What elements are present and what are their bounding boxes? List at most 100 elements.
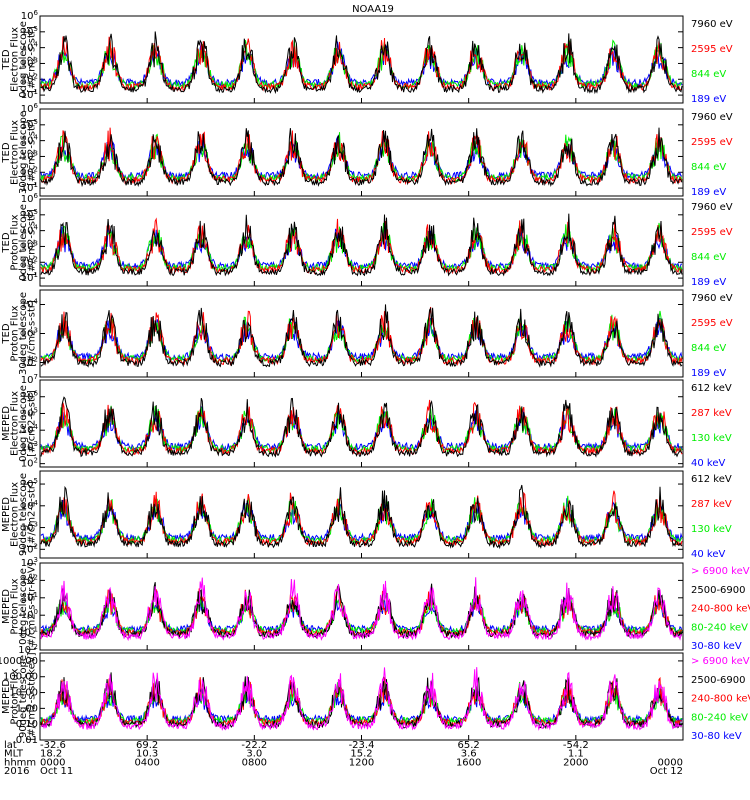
y-axis-label: Electron Flux [10, 120, 21, 185]
footer-value: 3.6 [461, 749, 477, 760]
series-line [40, 31, 683, 95]
y-axis-label: 0deg telescope [18, 385, 29, 462]
legend-entry: 80-240 keV [691, 622, 748, 633]
legend-entry: 287 keV [691, 499, 732, 510]
y-axis-label: TED [1, 49, 12, 70]
footer-value: 65.2 [458, 740, 480, 751]
legend-entry: 30-80 keV [691, 641, 742, 652]
y-axis-label: MEPED [1, 406, 12, 441]
y-axis-label: [#/cm2-s-str] [27, 209, 38, 276]
series-line [40, 127, 683, 188]
footer-value: 1600 [456, 757, 481, 768]
series-line [40, 224, 682, 271]
legend-entry: 7960 eV [691, 112, 733, 123]
series-line [40, 672, 683, 730]
y-axis-label: MEPED [1, 589, 12, 624]
y-axis-label: [#/cm2-s-str-keV] [27, 652, 38, 740]
legend-entry: 2500-6900 [691, 585, 746, 596]
series-line [40, 41, 683, 88]
footer-value: 0800 [242, 757, 267, 768]
y-axis-label: Proton Flux [10, 668, 21, 724]
y-axis-label: Proton Flux [10, 214, 21, 270]
legend-entry: 189 eV [691, 94, 726, 105]
series-line [40, 396, 683, 458]
footer-value: -22.2 [241, 740, 267, 751]
legend-entry: 7960 eV [691, 293, 733, 304]
series-line [40, 498, 683, 543]
legend-entry: 844 eV [691, 69, 726, 80]
footer-row-label: MLT [4, 749, 24, 760]
legend-entry: 240-800 keV [691, 694, 750, 705]
y-tick-label: 10.00 [9, 688, 38, 699]
legend-entry: 7960 eV [691, 19, 733, 30]
legend-entry: 130 keV [691, 433, 732, 444]
legend-entry: 130 keV [691, 524, 732, 535]
y-axis-label: [#/cm2-s-str] [27, 390, 38, 457]
y-axis-label: [#/cm2-s-str] [27, 119, 38, 186]
y-axis-label: 30deg telescope [18, 111, 29, 194]
legend-entry: > 6900 keV [691, 566, 750, 577]
series-line [40, 687, 683, 725]
y-tick-label: 1.00 [16, 703, 38, 714]
footer-value: 0000 [658, 757, 683, 768]
y-axis-label: Proton Flux [10, 305, 21, 361]
legend-entry: 844 eV [691, 162, 726, 173]
y-axis-label: Electron Flux [10, 27, 21, 92]
y-axis-label: 0deg telescope [18, 204, 29, 281]
footer-value: 2000 [563, 757, 588, 768]
legend-entry: 240-800 keV [691, 604, 750, 615]
legend-entry: 7960 eV [691, 202, 733, 213]
footer-value: Oct 11 [40, 766, 73, 777]
footer-value: 10.3 [136, 749, 158, 760]
footer-value: 3.0 [246, 749, 262, 760]
y-axis-label: 30deg telescope [18, 292, 29, 375]
y-tick-label: 106 [21, 9, 39, 22]
legend-entry: 844 eV [691, 343, 726, 354]
legend-entry: 189 eV [691, 368, 726, 379]
series-line [40, 317, 683, 362]
footer-value: -23.4 [349, 740, 375, 751]
y-axis-label: 90deg telescope [18, 473, 29, 556]
series-line [40, 304, 683, 368]
legend-entry: 2595 eV [691, 44, 733, 55]
legend-entry: 287 keV [691, 408, 732, 419]
series-line [40, 577, 683, 642]
legend-entry: 80-240 keV [691, 712, 748, 723]
y-axis-label: [#/cm2-s-str] [27, 26, 38, 93]
series-line [40, 596, 683, 634]
y-tick-label: 107 [21, 373, 38, 386]
series-line [40, 39, 683, 90]
footer-value: 0000 [40, 757, 65, 768]
legend-entry: 2500-6900 [691, 675, 746, 686]
y-tick-label: 106 [21, 192, 39, 205]
y-axis-label: MEPED [1, 679, 12, 714]
time-axis-footer: lat -32.6 69.2 -22.2 -23.4 65.2 -54.2 MLT 18.2 10… [4, 740, 683, 777]
legend-entry: 2595 eV [691, 318, 733, 329]
legend-entry: 40 keV [691, 549, 725, 560]
legend-entry: 40 keV [691, 458, 725, 469]
y-axis-label: 0deg telescope [18, 568, 29, 645]
y-tick-label: 1000.00 [0, 656, 38, 667]
y-axis-label: Proton Flux [10, 578, 21, 634]
y-tick-label: 0.01 [16, 735, 38, 746]
series-line [40, 213, 683, 277]
legend-entry: > 6900 keV [691, 656, 750, 667]
series-line [40, 135, 683, 181]
legend-entry: 2595 eV [691, 137, 733, 148]
y-axis-label: TED [1, 323, 12, 344]
legend-entry: 612 keV [691, 474, 732, 485]
footer-value: Oct 12 [650, 766, 683, 777]
series-line [40, 406, 683, 452]
footer-value: -54.2 [563, 740, 589, 751]
y-axis-label: TED [1, 232, 12, 253]
legend-entry: 30-80 keV [691, 731, 742, 742]
y-tick-label: 100.00 [3, 672, 38, 683]
legend-entry: 2595 eV [691, 227, 733, 238]
legend-entry: 189 eV [691, 277, 726, 288]
